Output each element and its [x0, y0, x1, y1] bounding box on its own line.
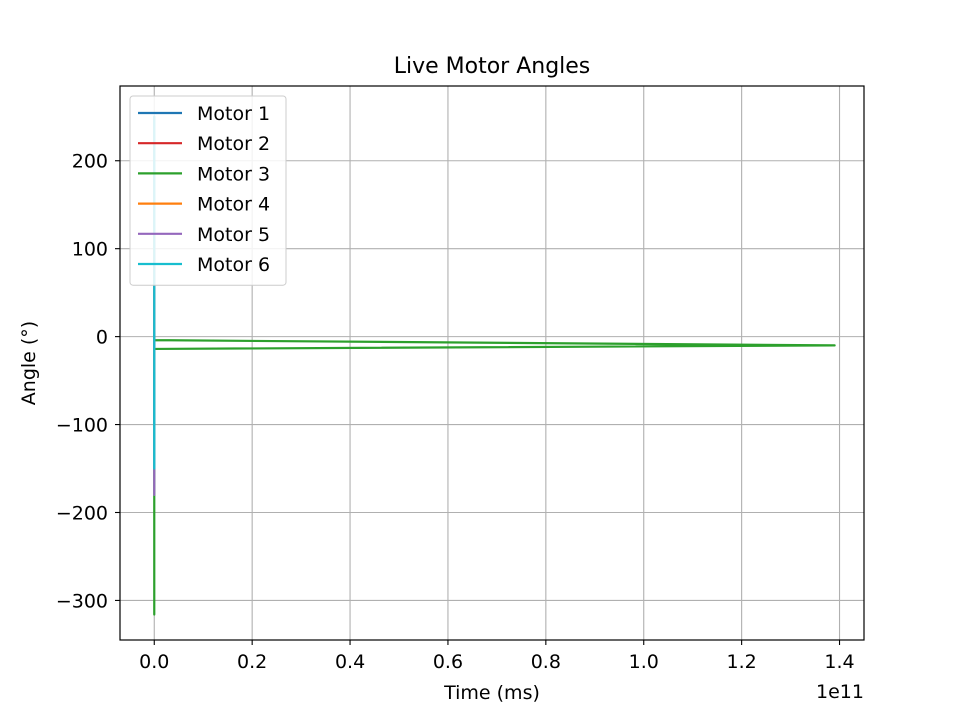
axis-ticks: 0.0 0.2 0.4 0.6 0.8 1.0 1.2 1.4 200 100 0 −100 −200 −… [56, 151, 855, 673]
x-tick-label: 0.6 [433, 651, 463, 673]
y-tick-label: 200 [72, 151, 108, 173]
x-axis-offset-label: 1e11 [816, 681, 864, 703]
y-tick-label: 0 [96, 327, 108, 349]
x-tick-label: 0.2 [237, 651, 267, 673]
y-axis-label: Angle (°) [18, 321, 40, 405]
y-tick-label: −100 [56, 415, 108, 437]
legend: Motor 1 Motor 2 Motor 3 Motor 4 Motor 5 Motor… [129, 95, 287, 286]
x-tick-label: 0.4 [335, 651, 365, 673]
legend-label: Motor 2 [197, 133, 270, 155]
x-tick-label: 0.8 [531, 651, 561, 673]
x-axis-label: Time (ms) [443, 682, 540, 704]
x-tick-label: 0.0 [139, 651, 169, 673]
x-tick-label: 1.4 [824, 651, 854, 673]
legend-label: Motor 3 [197, 163, 270, 185]
x-tick-label: 1.0 [629, 651, 659, 673]
legend-label: Motor 6 [197, 254, 270, 276]
x-tick-label: 1.2 [727, 651, 757, 673]
legend-label: Motor 1 [197, 103, 270, 125]
series-line-motor-3 [153, 327, 836, 616]
legend-label: Motor 5 [197, 224, 270, 246]
y-tick-label: −200 [56, 502, 108, 524]
legend-label: Motor 4 [197, 194, 270, 216]
plot-frame [119, 85, 865, 641]
y-tick-label: −300 [56, 590, 108, 612]
chart-title: Live Motor Angles [394, 54, 591, 79]
y-tick-label: 100 [72, 239, 108, 261]
